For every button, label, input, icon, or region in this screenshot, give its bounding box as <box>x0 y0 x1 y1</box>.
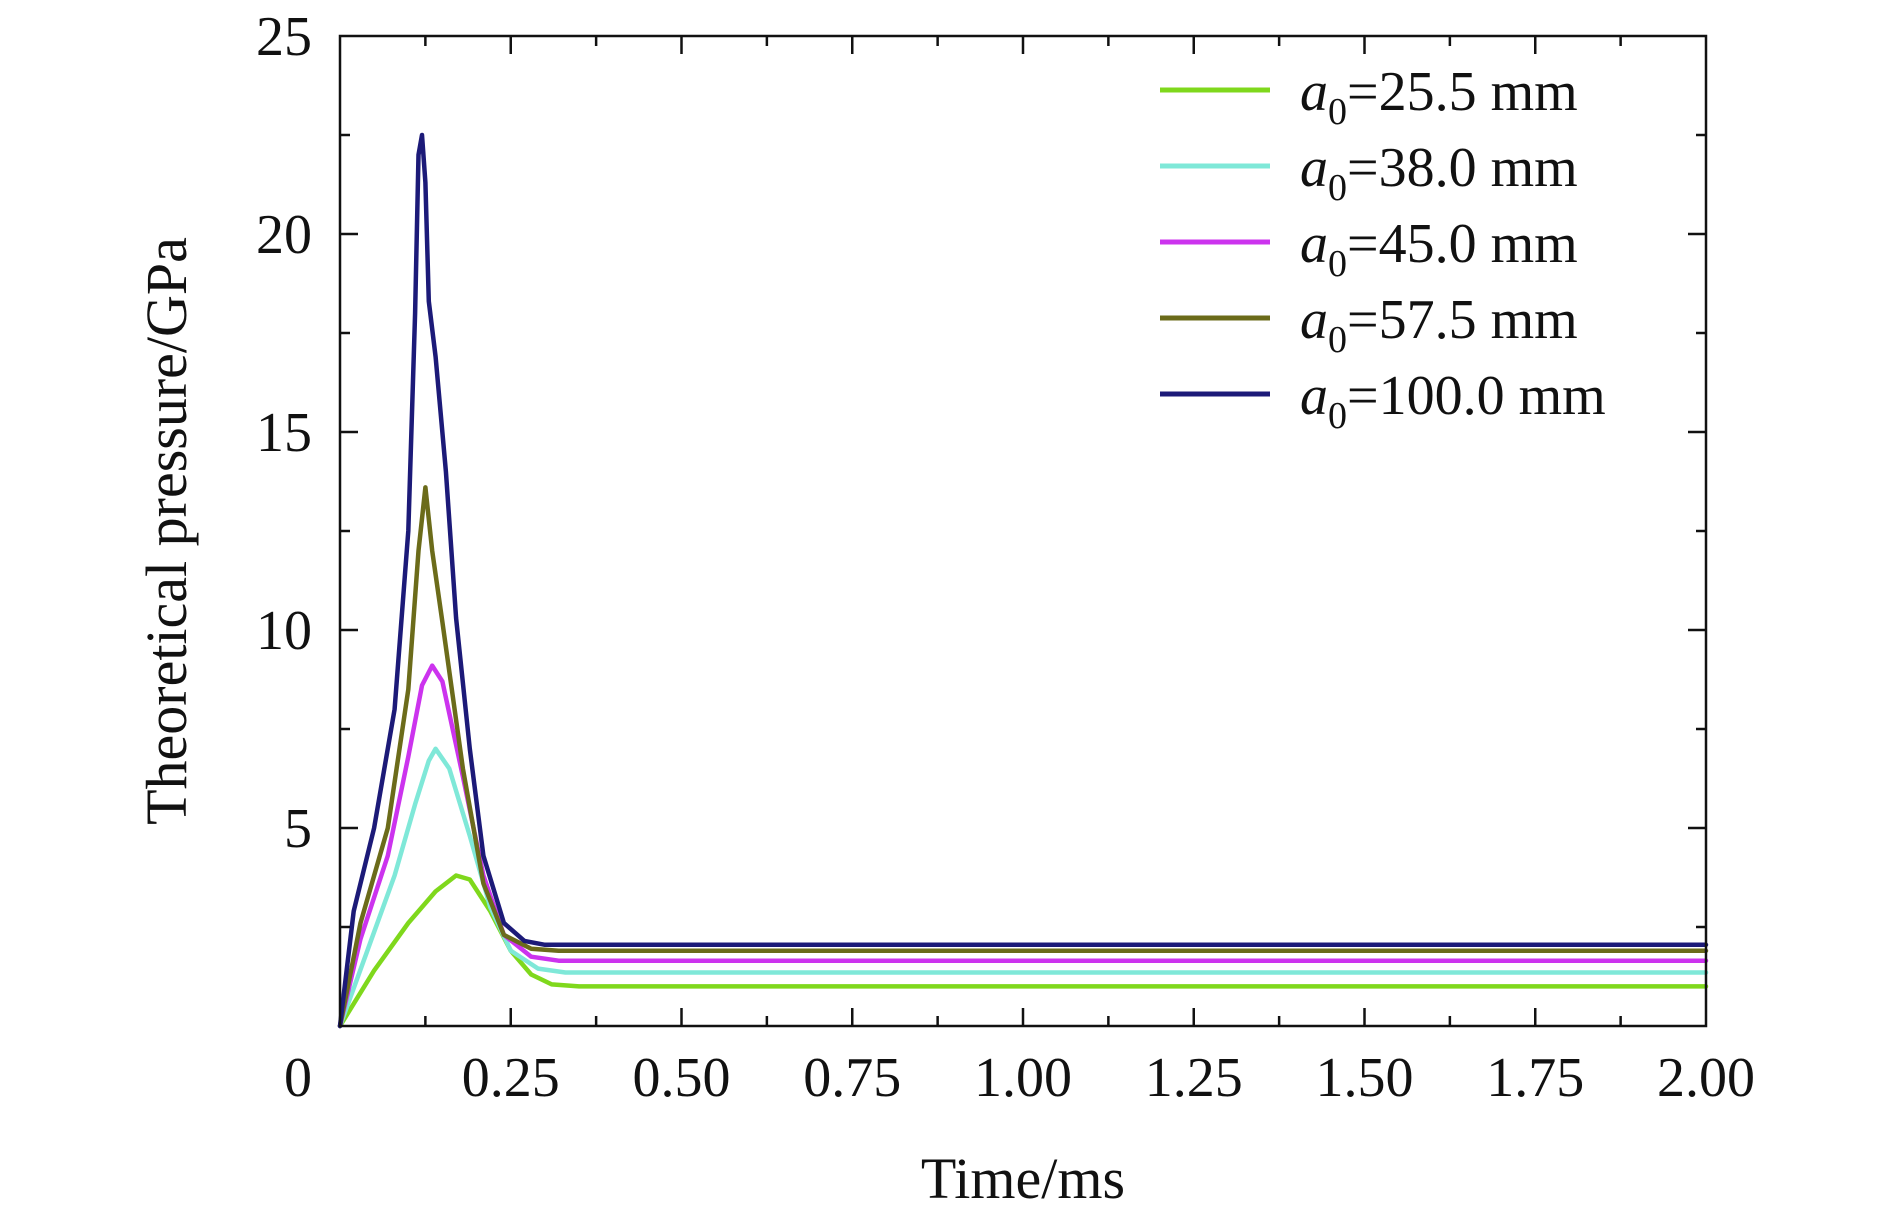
legend-label-2: a0=38.0 mm <box>1300 137 1578 209</box>
series-line-4 <box>337 485 1709 1029</box>
y-tick-label: 5 <box>284 798 312 860</box>
y-tick-label: 10 <box>256 600 312 662</box>
x-tick-label: 1.75 <box>1486 1047 1584 1109</box>
legend-label-4: a0=57.5 mm <box>1300 289 1578 361</box>
x-tick-label: 1.00 <box>974 1047 1072 1109</box>
y-tick-label: 20 <box>256 204 312 266</box>
x-axis-title: Time/ms <box>921 1146 1125 1211</box>
x-tick-label: 2.00 <box>1657 1047 1755 1109</box>
legend-label-3: a0=45.0 mm <box>1300 213 1578 285</box>
legend-label-5: a0=100.0 mm <box>1300 365 1606 437</box>
x-tick-label: 0.25 <box>462 1047 560 1109</box>
y-axis-title: Theoretical pressure/GPa <box>134 237 199 825</box>
series-line-1 <box>337 873 1709 1029</box>
legend-label-1: a0=25.5 mm <box>1300 61 1578 133</box>
series-layer <box>337 132 1709 1029</box>
series-line-5 <box>337 132 1709 1029</box>
series-line-2 <box>337 746 1709 1029</box>
y-tick-labels: 5 10 15 20 25 <box>256 6 312 860</box>
x-tick-label: 1.50 <box>1316 1047 1414 1109</box>
x-tick-label: 0.50 <box>633 1047 731 1109</box>
x-tick-labels: 0 0.25 0.50 0.75 1.00 1.25 1.50 1.75 2.00 <box>284 1047 1755 1109</box>
series-line-3 <box>337 663 1709 1029</box>
x-tick-label: 0 <box>284 1047 312 1109</box>
ticks-layer <box>340 36 1706 1026</box>
y-tick-label: 25 <box>256 6 312 68</box>
y-tick-label: 15 <box>256 402 312 464</box>
x-tick-label: 1.25 <box>1145 1047 1243 1109</box>
x-tick-label: 0.75 <box>803 1047 901 1109</box>
